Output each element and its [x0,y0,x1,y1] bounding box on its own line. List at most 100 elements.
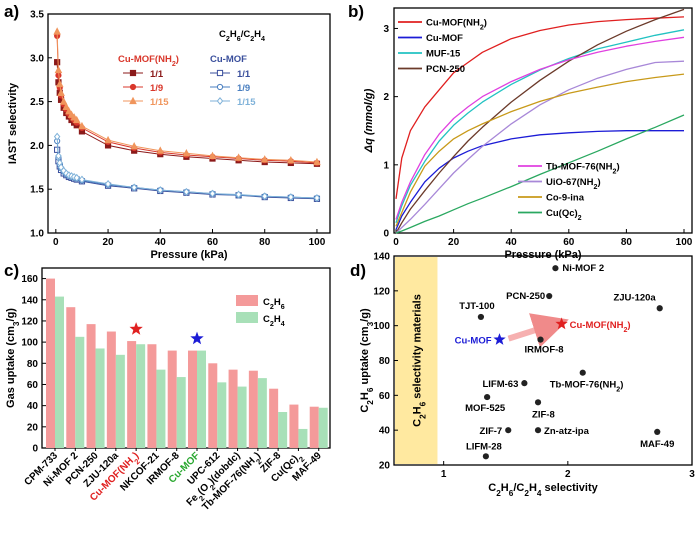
x-tick-label-b: 0 [393,237,399,248]
data-point-d [505,427,512,434]
y-tick-label-a: 1.5 [30,185,44,196]
bar-c2h4 [176,377,186,448]
data-point-d [482,453,489,460]
data-point-a [78,121,86,130]
data-point-a [72,115,81,124]
legend-label-b: Cu-MOF(NH2) [426,18,487,32]
y-tick-label-c: 40 [27,401,39,412]
x-tick-label-c: MAF-49 [291,450,325,484]
legend-label-c: C2H4 [263,314,285,328]
bar-c2h4 [95,348,105,448]
selectivity-band [395,257,438,464]
data-point-d [484,393,491,401]
panel-a: a) 1.0 1.5 2.0 2.5 3.0 3.5 0 20 40 60 80 100 Pressure… [4,2,331,261]
data-point-a [54,146,61,153]
point-label-d: MOF-525 [465,403,506,414]
point-label-d: ZIF-8 [532,409,555,420]
plot-frame-d [393,255,693,466]
legend-swatch-c [236,312,258,323]
data-point-a [73,173,80,182]
data-point-a [54,59,61,66]
bar-c2h6 [289,404,299,448]
data-point-d [477,313,485,321]
series-line-b [395,60,685,234]
legend-label-b: Tb-MOF-76(NH2) [546,162,620,176]
panel-label-b: b) [348,2,364,21]
data-point-a [234,153,243,161]
series-line-b [395,16,685,199]
bar-c2h6 [86,324,96,448]
chart-title-a: C2H6/C2H4 [219,29,265,43]
y-tick-label-a: 1.0 [30,229,44,240]
bar-c2h4 [55,296,64,448]
y-tick-label-c: 60 [27,380,39,391]
panel-label-c: c) [4,261,19,280]
x-axis-label-b: Pressure (kPa) [504,249,581,261]
legend-marker-a [129,69,137,77]
y-tick-label-b: 2 [383,92,389,103]
legend-label-b: PCN-250 [426,64,465,75]
legend-marker-a [216,97,224,105]
point-label-d: MAF-49 [640,439,674,450]
y-tick-label-d: 40 [379,426,391,437]
data-point-a [208,151,217,160]
bar-c2h6 [66,307,76,448]
series-line-a [56,35,317,164]
data-point-a [313,193,321,202]
star-marker-c [190,331,204,345]
data-point-a [209,189,216,198]
data-point-a [65,106,73,115]
data-point-d [546,292,553,300]
bar-c2h4 [217,382,227,448]
bar-c2h4 [237,386,247,448]
legend-marker-a [216,83,224,91]
data-point-a [130,141,138,150]
data-point-star-d [493,333,506,345]
x-tick-label-b: 40 [506,237,518,248]
series-line-a [56,31,317,163]
bar-c2h6 [188,350,197,448]
data-point-d [579,369,586,376]
bar-c2h6 [269,388,279,448]
bar-c2h4 [136,344,146,448]
bar-c2h6 [167,350,177,448]
data-point-star-d [555,317,568,330]
legend-label-b: Cu-MOF [426,33,463,44]
data-point-d [656,305,663,312]
point-label-d: Zn-atz-ipa [544,426,590,437]
x-tick-label-d: 1 [441,469,447,480]
bar-c2h4 [257,378,267,448]
data-point-d [534,427,542,434]
y-tick-label-b: 3 [383,24,389,35]
point-label-d: LIFM-28 [466,441,502,452]
x-axis-label-a: Pressure (kPa) [150,249,227,261]
data-point-a [53,27,61,35]
x-tick-label-b: 20 [448,237,460,248]
x-tick-label-a: 20 [102,237,114,248]
data-point-a [57,88,65,96]
bar-c2h6 [248,370,258,448]
panel-label-d: d) [350,261,366,280]
y-tick-label-c: 0 [32,444,38,455]
x-tick-label-b: 60 [563,237,575,248]
x-tick-label-a: 40 [155,237,167,248]
point-label-d: TJT-100 [459,301,494,312]
legend-label-b: Co-9-ina [546,193,585,204]
y-tick-label-a: 3.5 [30,10,44,21]
x-tick-label-a: 100 [309,237,326,248]
plot-frame-c [41,267,331,449]
star-marker-c [129,322,143,335]
y-tick-label-a: 3.0 [30,53,44,64]
y-axis-label-d: C2H6 uptake (cm3/g) [359,308,375,413]
panel-b: b) 0 1 2 3 0 20 40 60 80 100 Pressure (kPa) Δq (mmol… [348,2,693,261]
legend-label-a: 1/9 [150,83,163,94]
data-point-a [104,135,112,144]
y-tick-label-d: 20 [379,461,391,472]
point-label-d: Ni-MOF 2 [562,263,604,274]
data-point-a [183,187,190,196]
bar-c2h4 [278,412,288,448]
x-tick-label-d: 3 [689,469,695,480]
bar-c2h4 [115,354,125,448]
x-tick-label-b: 100 [676,237,693,248]
y-tick-label-d: 140 [373,252,390,263]
